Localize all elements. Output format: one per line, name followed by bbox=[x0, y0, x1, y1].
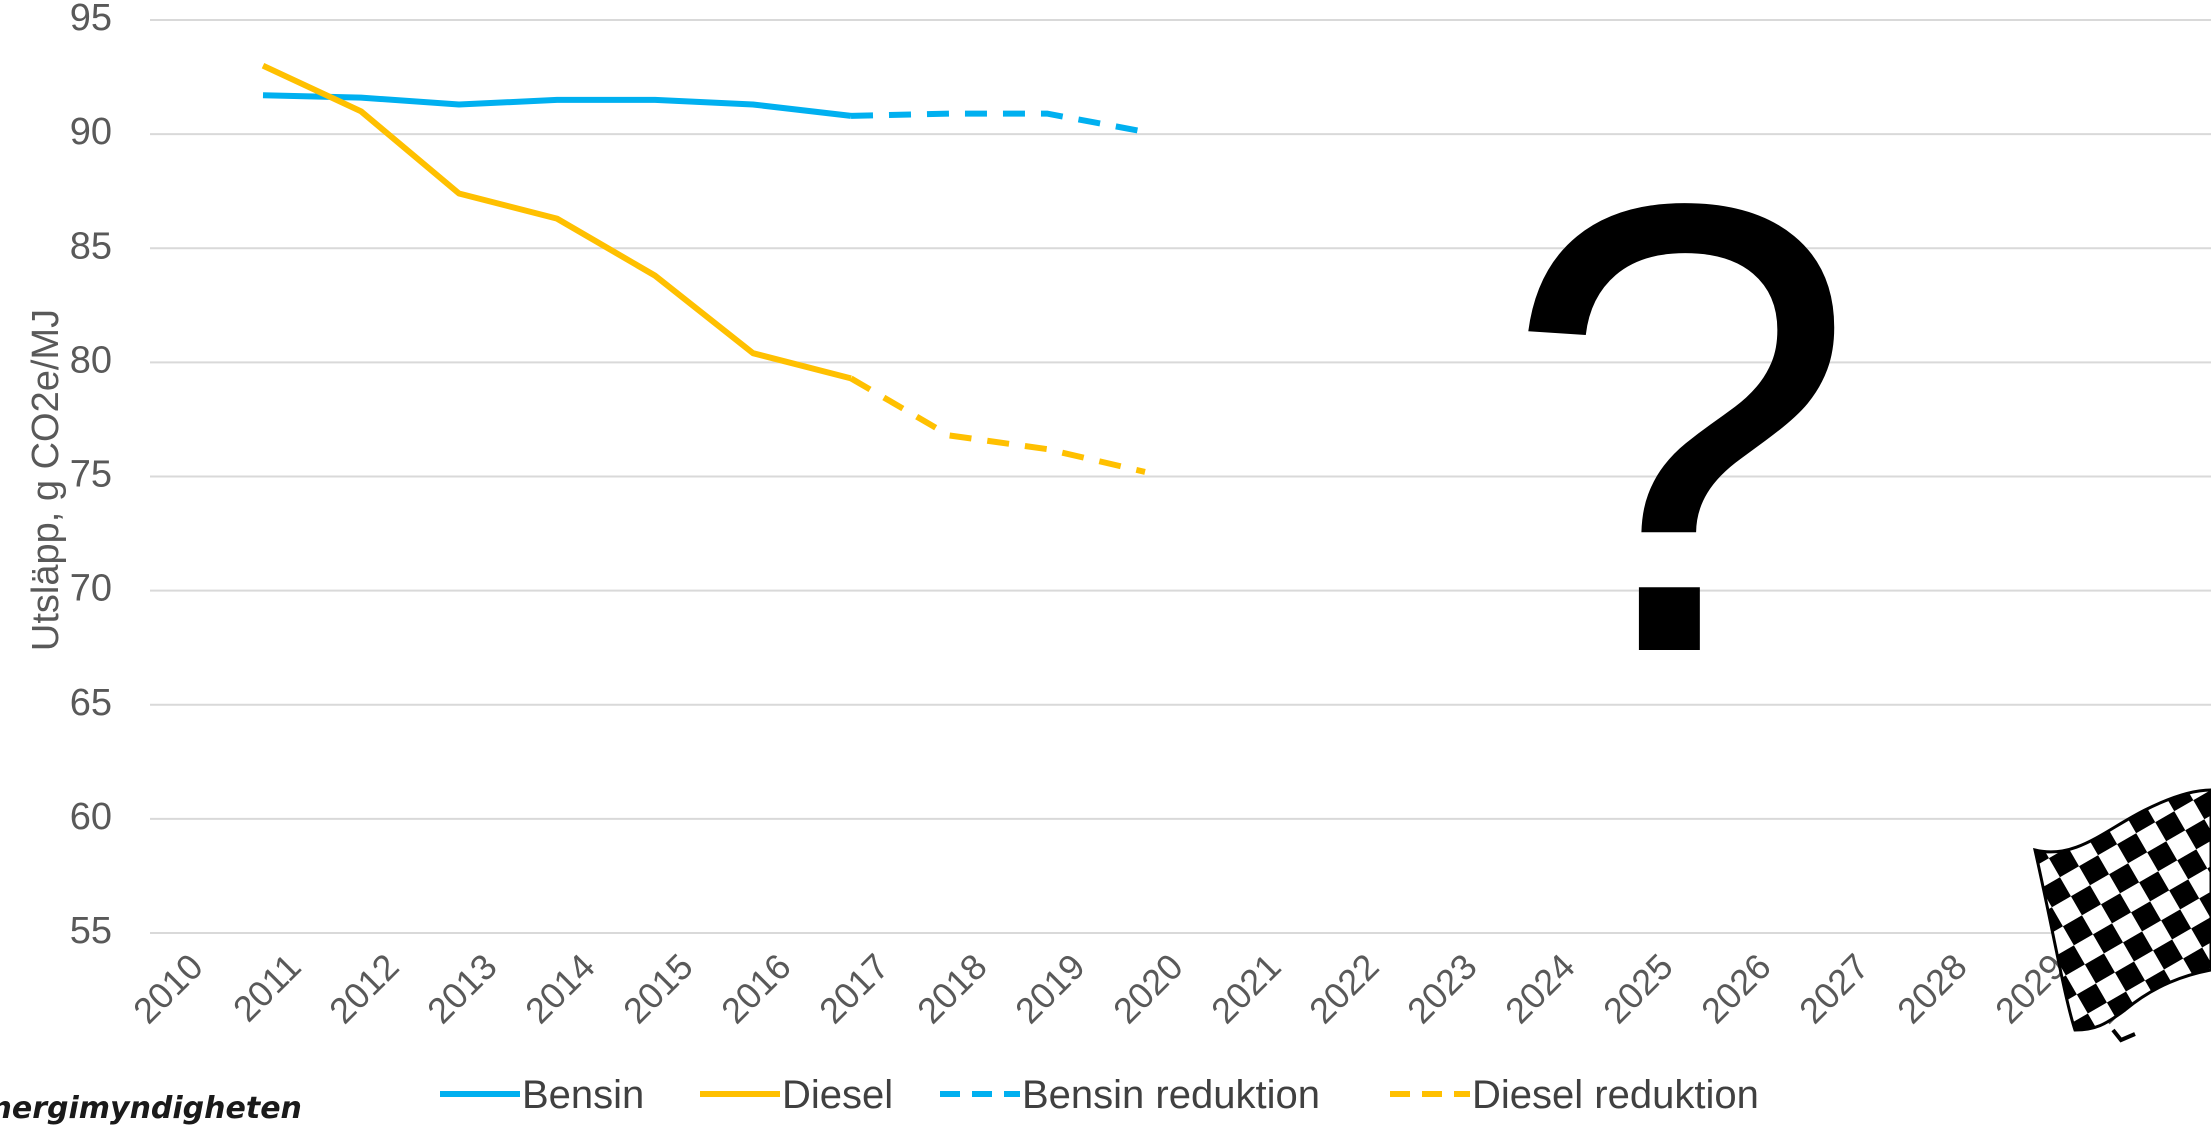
x-tick-label: 2017 bbox=[811, 946, 897, 1032]
series-line-bensin-reduktion bbox=[850, 110, 1146, 135]
x-tick-label: 2013 bbox=[419, 946, 505, 1032]
x-tick-label: 2028 bbox=[1889, 946, 1975, 1032]
gridlines bbox=[150, 19, 2211, 934]
x-tick-labels: 2010 2011 2012 2013 2014 2015 2016 2017 2018 2019… bbox=[125, 946, 2171, 1032]
brand-logo: Energimyndigheten bbox=[0, 1091, 302, 1126]
checkered-flag-icon bbox=[2033, 788, 2211, 1043]
y-tick-label: 70 bbox=[70, 568, 112, 610]
y-tick-label: 80 bbox=[70, 339, 112, 381]
x-tick-label: 2012 bbox=[321, 946, 407, 1032]
x-tick-label: 2022 bbox=[1301, 946, 1387, 1032]
y-tick-label: 95 bbox=[70, 0, 112, 39]
legend-label: Diesel reduktion bbox=[1472, 1073, 1759, 1117]
x-tick-label: 2027 bbox=[1791, 946, 1877, 1032]
x-tick-label: 2018 bbox=[909, 946, 995, 1032]
x-tick-label: 2014 bbox=[517, 946, 603, 1032]
x-tick-label: 2023 bbox=[1399, 946, 1485, 1032]
series-line-bensin bbox=[262, 92, 852, 119]
question-mark-annotation: ? bbox=[1502, 71, 1858, 786]
x-tick-label: 2015 bbox=[615, 946, 701, 1032]
y-tick-label: 90 bbox=[70, 111, 112, 153]
x-tick-label: 2011 bbox=[225, 946, 309, 1030]
x-tick-label: 2019 bbox=[1007, 946, 1093, 1032]
x-tick-label: 2016 bbox=[713, 946, 799, 1032]
y-tick-label: 60 bbox=[70, 796, 112, 838]
legend-label: Diesel bbox=[782, 1073, 893, 1117]
y-axis-label: Utsläpp, g CO2e/MJ bbox=[25, 309, 67, 651]
series-line-diesel-reduktion bbox=[849, 375, 1146, 475]
x-tick-label: 2021 bbox=[1203, 946, 1289, 1032]
x-tick-label: 2010 bbox=[125, 946, 211, 1032]
y-tick-label: 55 bbox=[70, 910, 112, 952]
x-tick-label: 2020 bbox=[1105, 946, 1191, 1032]
y-tick-labels: 55 60 65 70 75 80 85 90 95 bbox=[70, 0, 112, 952]
series-lines bbox=[261, 62, 1146, 475]
x-tick-label: 2026 bbox=[1693, 946, 1779, 1032]
y-tick-label: 65 bbox=[70, 682, 112, 724]
y-tick-label: 85 bbox=[70, 225, 112, 267]
legend-label: Bensin bbox=[522, 1073, 644, 1117]
legend: Bensin Diesel Bensin reduktion Diesel reduk… bbox=[440, 1073, 1759, 1117]
series-line-diesel bbox=[261, 62, 852, 382]
x-tick-label: 2025 bbox=[1595, 946, 1681, 1032]
x-tick-label: 2024 bbox=[1497, 946, 1583, 1032]
legend-label: Bensin reduktion bbox=[1022, 1073, 1320, 1117]
y-tick-label: 75 bbox=[70, 454, 112, 496]
